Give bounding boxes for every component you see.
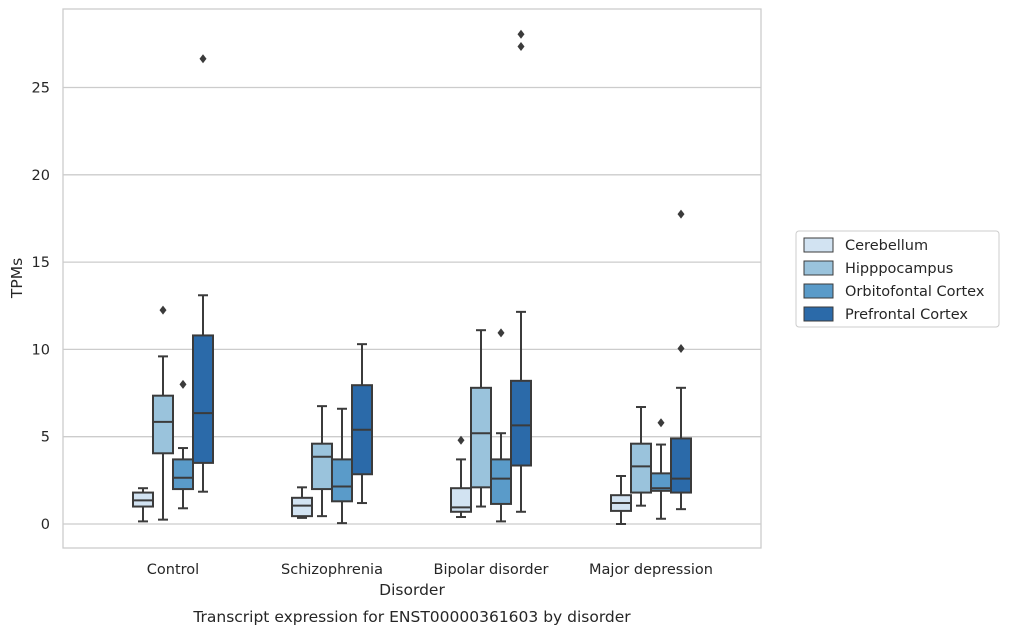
outlier-point — [517, 29, 525, 39]
box-hipppocampus — [311, 405, 333, 518]
box-hipppocampus — [152, 305, 174, 521]
box-cerebellum — [450, 435, 472, 519]
outlier-point — [517, 41, 525, 51]
legend-swatch — [803, 283, 834, 299]
y-tick-label: 25 — [32, 81, 50, 97]
legend-swatch — [803, 306, 834, 322]
box-hipppocampus — [470, 329, 492, 508]
plot-frame — [62, 8, 762, 549]
y-axis-ticks: 0 5 10 15 20 25 — [32, 81, 50, 534]
iqr-box — [490, 458, 512, 505]
outlier-point — [199, 54, 207, 64]
box-orbitofontal-cortex — [172, 379, 194, 510]
box-cerebellum — [132, 487, 154, 523]
legend-swatch — [803, 260, 834, 276]
legend-entry: Orbitofontal Cortex — [845, 284, 985, 300]
y-tick-label: 20 — [32, 168, 50, 184]
box-cerebellum — [291, 486, 313, 519]
chart-caption: Transcript expression for ENST0000036160… — [192, 608, 631, 626]
iqr-box — [630, 442, 652, 494]
x-axis-label: Disorder — [379, 581, 445, 599]
outlier-point — [497, 328, 505, 338]
iqr-box — [291, 496, 313, 518]
outlier-point — [677, 209, 685, 219]
iqr-box — [470, 386, 492, 489]
x-tick-label: Control — [147, 562, 199, 578]
iqr-box — [331, 458, 353, 503]
outlier-point — [677, 344, 685, 354]
x-axis-ticks: Control Schizophrenia Bipolar disorder Majo… — [147, 562, 713, 578]
iqr-box — [192, 334, 214, 464]
outlier-point — [159, 305, 167, 315]
iqr-box — [670, 437, 692, 494]
legend: Cerebellum Hipppocampus Orbitofontal Corte… — [795, 230, 1000, 328]
y-tick-label: 5 — [41, 430, 50, 446]
legend-entry: Prefrontal Cortex — [845, 307, 968, 323]
box-prefrontal-cortex — [670, 209, 692, 511]
iqr-box — [172, 458, 194, 491]
iqr-box — [450, 487, 472, 513]
box-orbitofontal-cortex — [490, 328, 512, 523]
x-tick-label: Bipolar disorder — [434, 562, 549, 578]
y-axis-label: TPMs — [8, 258, 26, 299]
box-orbitofontal-cortex — [650, 418, 672, 520]
y-tick-label: 10 — [32, 342, 50, 358]
box-cerebellum — [610, 474, 632, 525]
outlier-point — [657, 418, 665, 428]
x-tick-label: Schizophrenia — [281, 562, 383, 578]
y-tick-label: 15 — [32, 255, 50, 271]
box-orbitofontal-cortex — [331, 407, 353, 525]
box-prefrontal-cortex — [192, 54, 214, 493]
legend-frame — [795, 230, 1000, 328]
x-tick-label: Major depression — [589, 562, 713, 578]
legend-swatch — [803, 237, 834, 253]
boxes — [132, 29, 692, 525]
box-prefrontal-cortex — [510, 29, 532, 513]
box-prefrontal-cortex — [351, 343, 373, 505]
y-tick-label: 0 — [41, 517, 50, 533]
iqr-box — [510, 379, 532, 467]
box-hipppocampus — [630, 406, 652, 507]
iqr-box — [152, 394, 174, 455]
outlier-point — [457, 435, 465, 445]
iqr-box — [311, 442, 333, 491]
legend-entry: Hipppocampus — [845, 261, 953, 277]
legend-entry: Cerebellum — [845, 238, 928, 254]
outlier-point — [179, 379, 187, 389]
gridlines — [63, 86, 761, 525]
